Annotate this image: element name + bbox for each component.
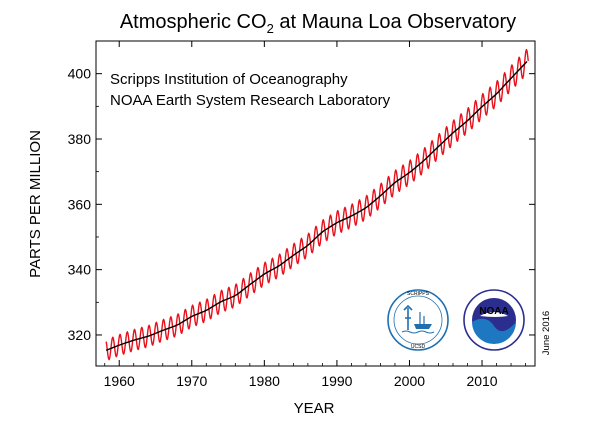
x-tick-label: 1970 [176,373,207,389]
y-tick-label: 380 [68,131,92,147]
plot-frame [95,40,536,367]
y-axis-title: PARTS PER MILLION [27,130,44,278]
y-axis-ticks: 320 340 360 380 400 [68,66,535,343]
y-tick-label: 360 [68,196,92,212]
annotation-scripps: Scripps Institution of Oceanography [110,71,348,88]
chart-title: Atmospheric CO2 at Mauna Loa Observatory [120,11,516,36]
y-tick-label: 400 [68,66,92,82]
y-tick-label: 340 [68,262,92,278]
series-annual-trend-line [105,60,528,351]
svg-text:SCRIPPS: SCRIPPS [407,291,430,297]
svg-text:UCSD: UCSD [411,344,426,350]
x-axis-title: YEAR [294,400,335,417]
svg-text:NOAA: NOAA [479,306,508,317]
date-stamp: June 2016 [541,311,552,355]
x-tick-label: 1960 [104,373,135,389]
chart-title-subscript: 2 [267,21,274,36]
series-monthly-mean-line [105,48,529,361]
noaa-logo: NOAA [463,289,525,351]
scripps-logo: SCRIPPS UCSD [387,289,449,351]
x-tick-label: 2010 [466,373,497,389]
annotation-noaa: NOAA Earth System Research Laboratory [110,92,391,109]
x-tick-label: 1990 [321,373,352,389]
y-tick-label: 320 [68,327,92,343]
x-tick-label: 1980 [249,373,280,389]
chart-title-prefix: Atmospheric CO [120,11,267,33]
x-axis-ticks: 1960 1970 1980 1990 2000 2010 [104,41,526,389]
x-tick-label: 2000 [394,373,425,389]
chart-title-suffix: at Mauna Loa Observatory [274,11,516,33]
